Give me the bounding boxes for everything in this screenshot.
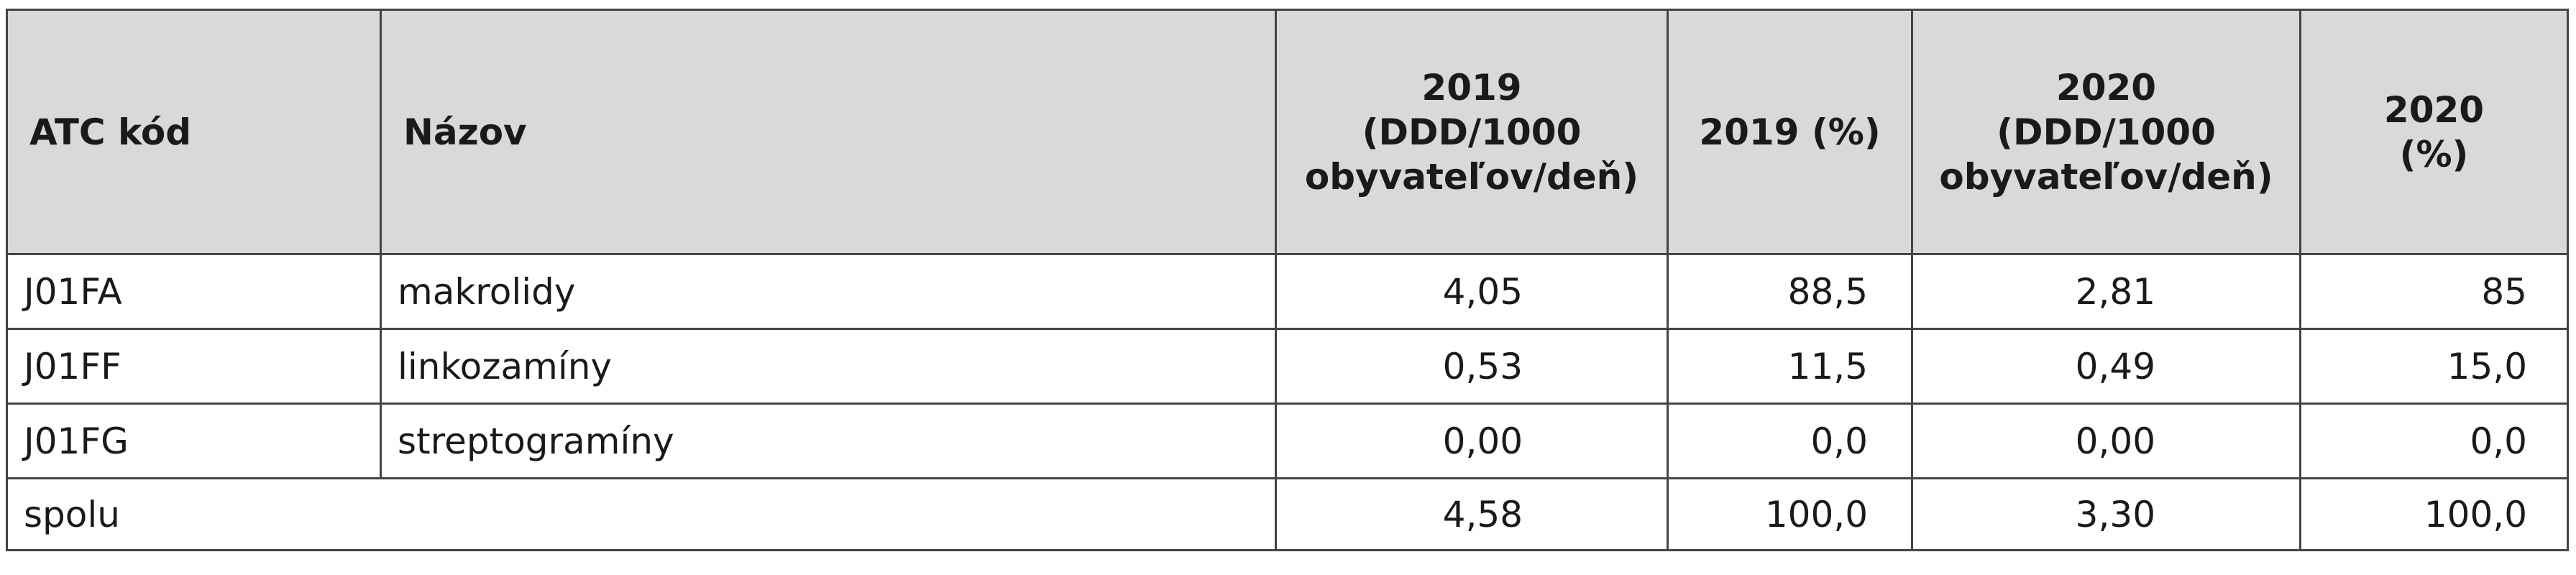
cell-pct-2019: 11,5 <box>1667 328 1913 405</box>
cell-ddd-2020: 0,00 <box>1911 402 2301 479</box>
header-ddd-2019: 2019 (DDD/1000 obyvateľov/deň) <box>1275 9 1669 255</box>
cell-total-ddd-2020: 3,30 <box>1911 477 2301 551</box>
cell-pct-2020: 85 <box>2299 253 2569 330</box>
cell-ddd-2020: 0,49 <box>1911 328 2301 405</box>
cell-name: linkozamíny <box>380 328 1277 405</box>
header-ddd-2019-line2: (DDD/1000 <box>1362 111 1582 153</box>
header-ddd-2020-line1: 2020 <box>2055 66 2157 109</box>
header-ddd-2020: 2020 (DDD/1000 obyvateľov/deň) <box>1911 9 2301 255</box>
cell-atc-code: J01FG <box>6 402 382 479</box>
cell-total-pct-2020: 100,0 <box>2299 477 2569 551</box>
cell-name: streptogramíny <box>380 402 1277 479</box>
header-row: ATC kód Názov 2019 (DDD/1000 obyvateľov/… <box>6 9 2569 255</box>
cell-name: makrolidy <box>380 253 1277 330</box>
header-ddd-2020-line2: (DDD/1000 <box>1997 111 2216 153</box>
antibiotic-consumption-table: ATC kód Názov 2019 (DDD/1000 obyvateľov/… <box>6 9 2569 551</box>
cell-pct-2020: 0,0 <box>2299 402 2569 479</box>
cell-atc-code: J01FA <box>6 253 382 330</box>
cell-total-pct-2019: 100,0 <box>1667 477 1913 551</box>
header-pct-2020-line2: (%) <box>2399 133 2469 175</box>
table-row: J01FG streptogramíny 0,00 0,0 0,00 0,0 <box>6 402 2569 479</box>
cell-ddd-2019: 0,00 <box>1275 402 1669 479</box>
header-name: Názov <box>380 9 1277 255</box>
table-row: J01FA makrolidy 4,05 88,5 2,81 85 <box>6 253 2569 330</box>
table-row: J01FF linkozamíny 0,53 11,5 0,49 15,0 <box>6 328 2569 405</box>
cell-ddd-2019: 0,53 <box>1275 328 1669 405</box>
header-pct-2020-line1: 2020 <box>2383 88 2485 131</box>
cell-total-label: spolu <box>6 477 1277 551</box>
total-row: spolu 4,58 100,0 3,30 100,0 <box>6 477 2569 551</box>
cell-pct-2020: 15,0 <box>2299 328 2569 405</box>
cell-pct-2019: 88,5 <box>1667 253 1913 330</box>
cell-total-ddd-2019: 4,58 <box>1275 477 1669 551</box>
header-pct-2019: 2019 (%) <box>1667 9 1913 255</box>
header-pct-2020: 2020 (%) <box>2299 9 2569 255</box>
header-ddd-2019-line1: 2019 <box>1421 66 1522 109</box>
header-atc-code: ATC kód <box>6 9 382 255</box>
header-ddd-2020-line3: obyvateľov/deň) <box>1939 155 2273 198</box>
cell-pct-2019: 0,0 <box>1667 402 1913 479</box>
cell-ddd-2020: 2,81 <box>1911 253 2301 330</box>
cell-ddd-2019: 4,05 <box>1275 253 1669 330</box>
header-ddd-2019-line3: obyvateľov/deň) <box>1304 155 1639 198</box>
cell-atc-code: J01FF <box>6 328 382 405</box>
